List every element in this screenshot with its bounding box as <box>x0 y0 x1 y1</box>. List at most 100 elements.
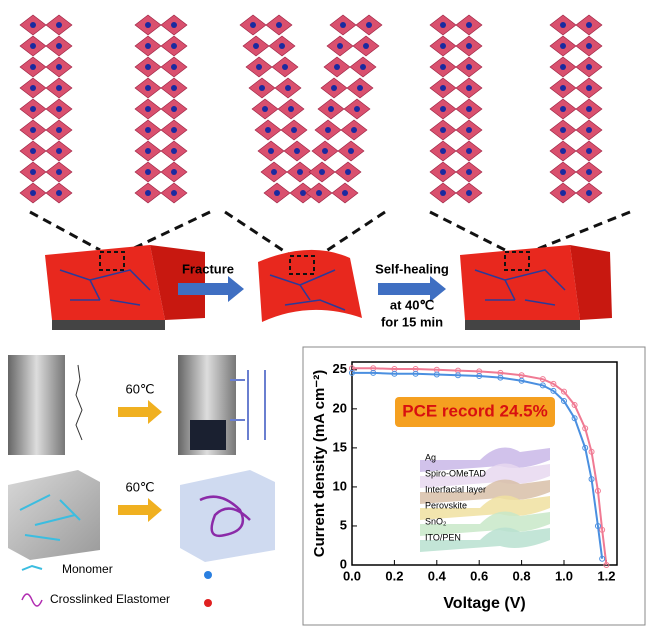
cation <box>560 127 566 133</box>
cation <box>30 169 36 175</box>
cation <box>56 148 62 154</box>
layer-label: Interfacial layer <box>425 484 486 494</box>
legend-elastomer: Crosslinked Elastomer <box>50 592 170 606</box>
device-layer <box>420 463 550 488</box>
plot-area <box>351 361 618 566</box>
data-point <box>349 369 355 376</box>
cation <box>466 148 472 154</box>
cation <box>171 85 177 91</box>
monomer-strands <box>19 494 81 541</box>
cation <box>56 85 62 91</box>
vial-photo <box>8 355 65 455</box>
cation <box>560 190 566 196</box>
cation <box>466 22 472 28</box>
layer-label: Perovskite <box>425 500 467 510</box>
cation <box>171 127 177 133</box>
molecule <box>230 370 266 440</box>
vial-content <box>190 420 226 450</box>
chart-frame <box>302 346 646 626</box>
cation <box>145 85 151 91</box>
cation <box>334 64 340 70</box>
cation <box>300 190 306 196</box>
cation <box>560 64 566 70</box>
healing-time: for 15 min <box>381 314 443 329</box>
data-point <box>594 522 601 529</box>
x-tick-label: 1.2 <box>597 568 615 583</box>
cation <box>466 169 472 175</box>
y-tick-label: 10 <box>333 478 347 493</box>
cation <box>30 22 36 28</box>
layer-label: SnO₂ <box>425 516 447 526</box>
data-point <box>476 373 483 380</box>
layer-label: Spiro-OMeTAD <box>425 468 486 478</box>
cation <box>586 85 592 91</box>
y-tick-label: 25 <box>333 361 347 376</box>
cation <box>363 43 369 49</box>
cation <box>56 169 62 175</box>
cation <box>440 43 446 49</box>
x-tick-label: 0.4 <box>428 568 447 583</box>
device-layer <box>420 479 550 504</box>
data-point <box>582 444 589 451</box>
cation <box>322 148 328 154</box>
x-tick-label: 1.0 <box>555 568 573 583</box>
temp-label: 60℃ <box>125 381 154 396</box>
data-point <box>539 376 546 383</box>
cation <box>145 22 151 28</box>
cation <box>171 148 177 154</box>
temp-label: 60℃ <box>125 479 154 494</box>
cation <box>560 85 566 91</box>
cation <box>171 22 177 28</box>
y-tick-label: 20 <box>333 400 347 415</box>
cation <box>325 127 331 133</box>
cation <box>271 169 277 175</box>
cation <box>256 64 262 70</box>
data-point <box>391 370 398 377</box>
cation <box>171 190 177 196</box>
cation <box>586 64 592 70</box>
cation <box>354 106 360 112</box>
elastomer-icon <box>21 593 43 607</box>
device-stack: Ag Spiro-OMeTAD Interfacial layer Perovskit… <box>420 447 550 552</box>
cation <box>30 127 36 133</box>
cation <box>466 85 472 91</box>
cation <box>30 64 36 70</box>
data-point <box>370 369 377 376</box>
cation <box>145 169 151 175</box>
y-tick-label: 15 <box>333 439 347 454</box>
cation <box>56 22 62 28</box>
cation <box>56 127 62 133</box>
film-plates <box>45 245 612 330</box>
data-point <box>588 448 595 455</box>
cation <box>586 169 592 175</box>
annotation: PCE record 24.5% <box>402 401 548 420</box>
data-point <box>550 387 557 394</box>
cation <box>440 127 446 133</box>
cation <box>319 169 325 175</box>
cation <box>56 43 62 49</box>
data-point <box>582 425 589 432</box>
layer-label: Ag <box>425 452 436 462</box>
cation <box>294 148 300 154</box>
cation <box>145 127 151 133</box>
cation <box>466 106 472 112</box>
cation <box>30 106 36 112</box>
monomer-cube <box>8 470 100 560</box>
cation <box>466 127 472 133</box>
cation <box>328 106 334 112</box>
cation <box>56 190 62 196</box>
cation <box>440 148 446 154</box>
lattice-illustration <box>19 14 603 204</box>
cation <box>56 64 62 70</box>
data-point <box>588 476 595 483</box>
jv-curve <box>352 367 608 566</box>
cation <box>440 169 446 175</box>
cation <box>586 106 592 112</box>
polymer-network <box>199 495 251 538</box>
cation <box>586 43 592 49</box>
cation <box>340 22 346 28</box>
cation <box>265 127 271 133</box>
arrows <box>118 276 446 522</box>
cation <box>145 148 151 154</box>
